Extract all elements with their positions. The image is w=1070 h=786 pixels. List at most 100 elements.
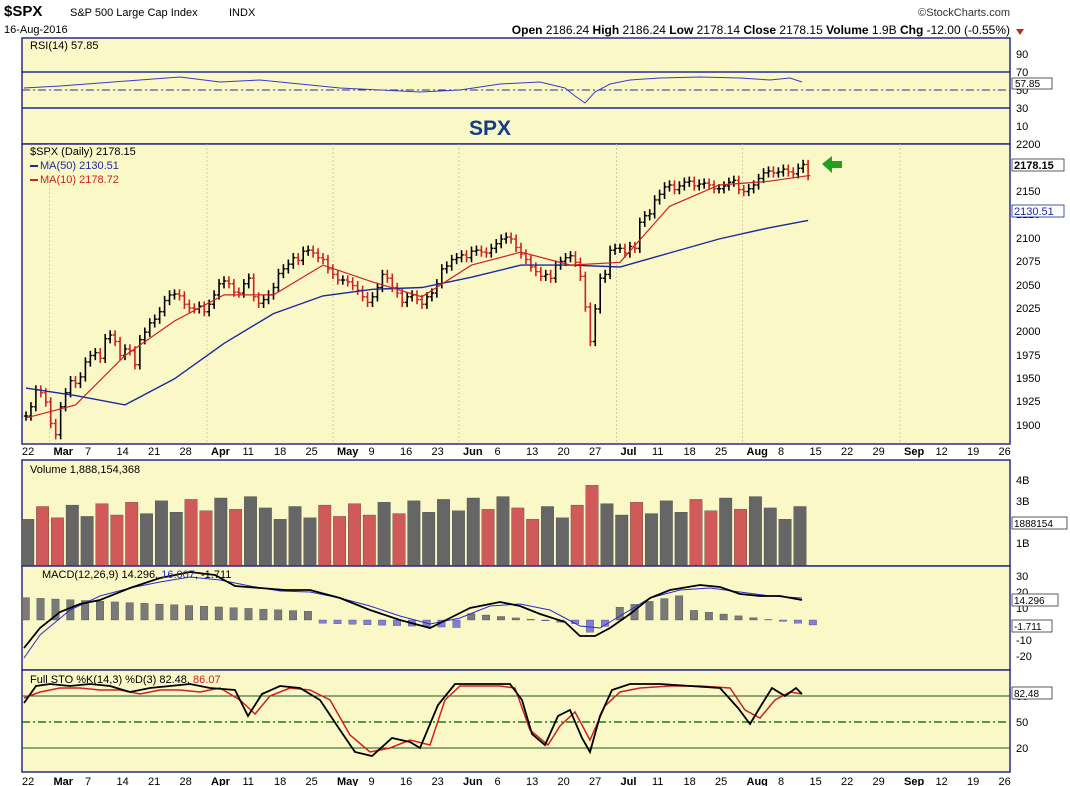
macd-hist-bar xyxy=(497,616,505,621)
macd-hist-bar xyxy=(690,610,698,621)
macd-hist-bar xyxy=(734,615,743,621)
macd-title: MACD(12,26,9) 14.296, 16.007, -1.711 xyxy=(42,569,231,581)
close-price-tag xyxy=(1011,158,1065,172)
volume-bar xyxy=(214,497,228,567)
volume-bar xyxy=(184,499,198,567)
stochastic-panel-bg xyxy=(21,669,1011,773)
volume-bar xyxy=(645,513,658,567)
sto-d-line xyxy=(23,685,803,753)
macd-hist-bar xyxy=(155,603,164,621)
x-tick-label: 13 xyxy=(526,776,538,786)
x-tick-label: 13 xyxy=(526,446,538,458)
sto-value-tag xyxy=(1011,686,1053,700)
x-tick-label: 22 xyxy=(841,446,853,458)
price-bars xyxy=(23,159,811,440)
macd-hist-bar xyxy=(140,603,149,621)
volume-bar xyxy=(719,497,733,567)
volume-bar xyxy=(734,509,747,567)
volume-bar xyxy=(303,517,317,567)
x-tick-label: 12 xyxy=(936,776,948,786)
volume-bar xyxy=(273,519,287,567)
price-marks xyxy=(23,159,811,440)
x-tick-label: 25 xyxy=(715,446,727,458)
x-tick-label: 21 xyxy=(148,776,160,786)
macd-tick: -20 xyxy=(1016,651,1032,663)
x-tick-label: 20 xyxy=(558,446,570,458)
volume-bar xyxy=(451,510,465,567)
macd-hist-bar xyxy=(81,600,90,621)
chart-date: 16-Aug-2016 xyxy=(4,24,68,36)
macd-hist-bar xyxy=(51,598,60,621)
volume-bar xyxy=(110,514,124,567)
volume-bar xyxy=(154,500,168,567)
price-tick: 2150 xyxy=(1016,186,1040,198)
sto-tick: 20 xyxy=(1016,743,1028,755)
x-tick-label: 8 xyxy=(778,776,784,786)
x-tick-label: 25 xyxy=(306,446,318,458)
macd-hist-bar xyxy=(808,619,817,626)
volume-bar xyxy=(229,509,243,567)
volume-bar xyxy=(511,507,525,567)
macd-hist-bar xyxy=(170,604,179,621)
price-tick: 2000 xyxy=(1016,326,1040,338)
volume-bar xyxy=(348,503,361,567)
volume-bar xyxy=(244,496,257,567)
quote-line: Open 2186.24 High 2186.24 Low 2178.14 Cl… xyxy=(512,23,1010,37)
price-legend-main: $SPX (Daily) 2178.15 xyxy=(30,146,136,158)
x-tick-label: Jun xyxy=(463,776,483,786)
volume-tick: 4B xyxy=(1016,475,1029,487)
rsi-tick: 10 xyxy=(1016,121,1028,133)
macd-hist-bar xyxy=(125,602,134,621)
macd-hist-bar xyxy=(630,604,639,621)
rsi-panel-bg xyxy=(21,37,1011,145)
macd-hist-bar xyxy=(378,619,387,626)
x-tick-label: Aug xyxy=(747,776,768,786)
x-tick-label: 18 xyxy=(274,776,286,786)
macd-hist-tag-text: -1.711 xyxy=(1014,622,1042,633)
macd-hist-tag xyxy=(1011,619,1053,633)
volume-bar xyxy=(51,517,64,567)
price-tick: 1925 xyxy=(1016,396,1040,408)
chart-header: $SPX S&P 500 Large Cap Index INDX 16-Aug… xyxy=(4,3,1024,37)
volume-bar xyxy=(481,509,495,567)
volume-bar xyxy=(793,506,807,567)
x-tick-label: 19 xyxy=(967,446,979,458)
x-tick-label: 11 xyxy=(652,446,663,458)
x-tick-label: 25 xyxy=(306,776,318,786)
x-tick-label: 6 xyxy=(495,776,501,786)
rsi-tick: 70 xyxy=(1016,67,1028,79)
macd-tick: -10 xyxy=(1016,635,1032,647)
x-tick-label: 18 xyxy=(684,776,696,786)
rsi-value-tag xyxy=(1011,77,1053,90)
x-tick-label: 12 xyxy=(936,446,948,458)
volume-bar xyxy=(36,506,49,567)
macd-hist-bar xyxy=(244,608,253,621)
x-tick-label: 19 xyxy=(967,776,979,786)
macd-hist-bar xyxy=(586,619,594,633)
volume-bar xyxy=(541,506,554,567)
volume-bar xyxy=(763,507,777,567)
volume-bar xyxy=(333,516,347,567)
close-price-tag-text: 2178.15 xyxy=(1014,160,1054,172)
volume-bar xyxy=(80,516,94,567)
price-legend: $SPX (Daily) 2178.15 MA(50) 2130.51 MA(1… xyxy=(30,146,136,186)
volume-bar xyxy=(258,507,272,567)
x-tick-label: 27 xyxy=(589,446,601,458)
macd-y-axis: 30 20 10 0 -10 -20 xyxy=(1016,571,1032,663)
macd-hist-bar xyxy=(229,607,238,621)
x-tick-label: 25 xyxy=(715,776,727,786)
volume-panel: Volume 1,888,154,368 4B 3B 2B 1B 1888154 xyxy=(21,459,1068,567)
rsi-tick: 30 xyxy=(1016,103,1028,115)
macd-hist-bar xyxy=(541,619,550,621)
x-tick-label: 18 xyxy=(684,446,696,458)
brand-label[interactable]: ©StockCharts.com xyxy=(918,7,1010,19)
macd-hist-bar xyxy=(779,619,787,622)
macd-tick: 30 xyxy=(1016,571,1028,583)
volume-bar xyxy=(689,499,703,567)
macd-hist-bar xyxy=(526,619,535,621)
volume-bar xyxy=(555,517,569,567)
x-tick-label: 16 xyxy=(400,776,412,786)
price-tick: 2075 xyxy=(1016,256,1040,268)
volume-bar xyxy=(392,513,406,567)
